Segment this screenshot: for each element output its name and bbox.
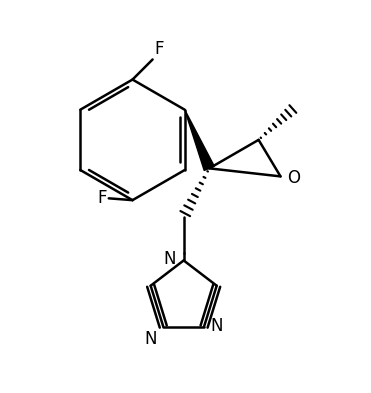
Polygon shape (185, 110, 214, 171)
Text: N: N (211, 317, 223, 335)
Text: N: N (163, 250, 175, 268)
Text: O: O (287, 169, 300, 187)
Text: F: F (98, 189, 107, 208)
Text: N: N (144, 330, 157, 348)
Text: F: F (154, 40, 164, 58)
